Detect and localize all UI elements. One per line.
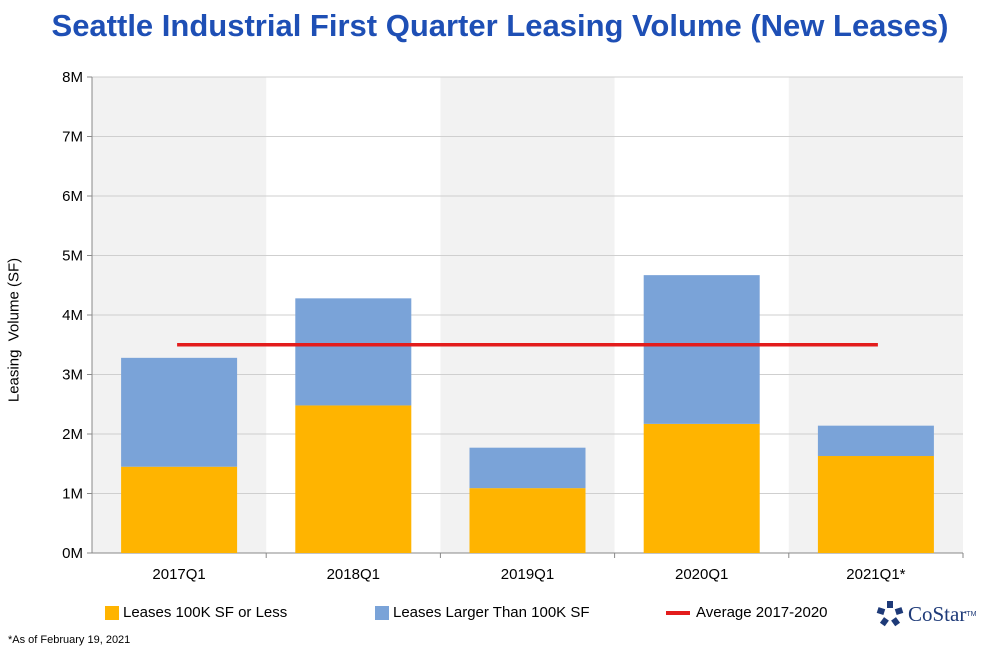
y-tick-label: 2M — [62, 426, 83, 443]
bar-small-leases — [643, 423, 760, 553]
y-tick-label: 6M — [62, 188, 83, 205]
y-tick-label: 7M — [62, 129, 83, 146]
legend-swatch-average — [666, 610, 690, 615]
costar-logo: CoStar TM — [876, 600, 976, 628]
x-tick-label: 2018Q1 — [327, 566, 380, 583]
legend-label-large: Leases Larger Than 100K SF — [393, 604, 590, 621]
bar-small-leases — [295, 405, 412, 553]
costar-star-icon — [876, 601, 904, 627]
bar-small-leases — [469, 488, 586, 553]
costar-logo-tm: TM — [966, 610, 977, 618]
legend-item-average: Average 2017-2020 — [666, 604, 828, 621]
y-tick-label: 0M — [62, 545, 83, 562]
bar-large-leases — [295, 298, 412, 406]
x-tick-label: 2019Q1 — [501, 566, 554, 583]
legend-item-small-leases: Leases 100K SF or Less — [105, 604, 287, 621]
y-tick-label: 3M — [62, 367, 83, 384]
bar-large-leases — [469, 447, 586, 489]
bar-large-leases — [643, 275, 760, 424]
x-tick-label: 2017Q1 — [152, 566, 205, 583]
x-tick-label: 2021Q1* — [846, 566, 905, 583]
legend-item-large-leases: Leases Larger Than 100K SF — [375, 604, 590, 621]
legend-swatch-small — [105, 605, 119, 620]
footnote: *As of February 19, 2021 — [8, 634, 131, 646]
chart-title: Seattle Industrial First Quarter Leasing… — [51, 8, 949, 43]
costar-logo-text: CoStar — [908, 601, 967, 626]
bar-small-leases — [817, 456, 934, 553]
y-tick-label: 4M — [62, 307, 83, 324]
legend-swatch-large — [375, 605, 389, 620]
bar-large-leases — [121, 357, 238, 467]
legend-label-small: Leases 100K SF or Less — [123, 604, 288, 621]
bar-small-leases — [121, 466, 238, 553]
chart-plot: 0M 1M 2M 3M 4M 5M 6M 7M 8M 2017Q1 2018Q1 2019Q1 2020… — [62, 69, 964, 583]
bar-large-leases — [817, 425, 934, 457]
legend-label-average: Average 2017-2020 — [696, 604, 828, 621]
y-tick-label: 8M — [62, 69, 83, 86]
y-tick-label: 5M — [62, 248, 83, 265]
y-tick-label: 1M — [62, 486, 83, 503]
x-tick-label: 2020Q1 — [675, 566, 728, 583]
